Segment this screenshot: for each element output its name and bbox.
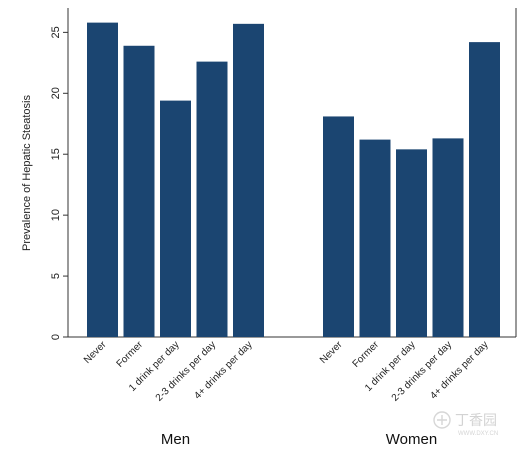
bar-women-3	[432, 138, 464, 337]
y-tick-label: 20	[50, 87, 62, 99]
bar-men-4	[233, 23, 264, 338]
watermark-text: 丁香园	[455, 412, 497, 428]
watermark-subtext: WWW.DXY.CN	[458, 431, 498, 437]
bar-women-4	[469, 42, 500, 337]
y-axis-title: Prevalence of Hepatic Steatosis	[21, 95, 33, 251]
bar-men-2	[160, 100, 191, 337]
group-label-men: Men	[161, 431, 190, 448]
watermark: 丁香园 WWW.DXY.CN	[433, 411, 498, 437]
bar-men-1	[123, 45, 155, 337]
y-tick-label: 25	[50, 26, 62, 38]
y-tick-label: 15	[50, 148, 62, 160]
group-label-women: Women	[386, 431, 437, 448]
y-tick-label: 10	[50, 209, 62, 221]
y-tick-label: 0	[50, 334, 62, 340]
y-tick-label: 5	[50, 273, 62, 279]
bar-women-2	[396, 149, 427, 337]
bar-women-1	[359, 139, 391, 337]
bar-women-0	[323, 116, 354, 337]
bar-men-3	[196, 61, 228, 338]
bar-men-0	[87, 22, 118, 337]
dxy-logo-icon	[433, 411, 451, 429]
